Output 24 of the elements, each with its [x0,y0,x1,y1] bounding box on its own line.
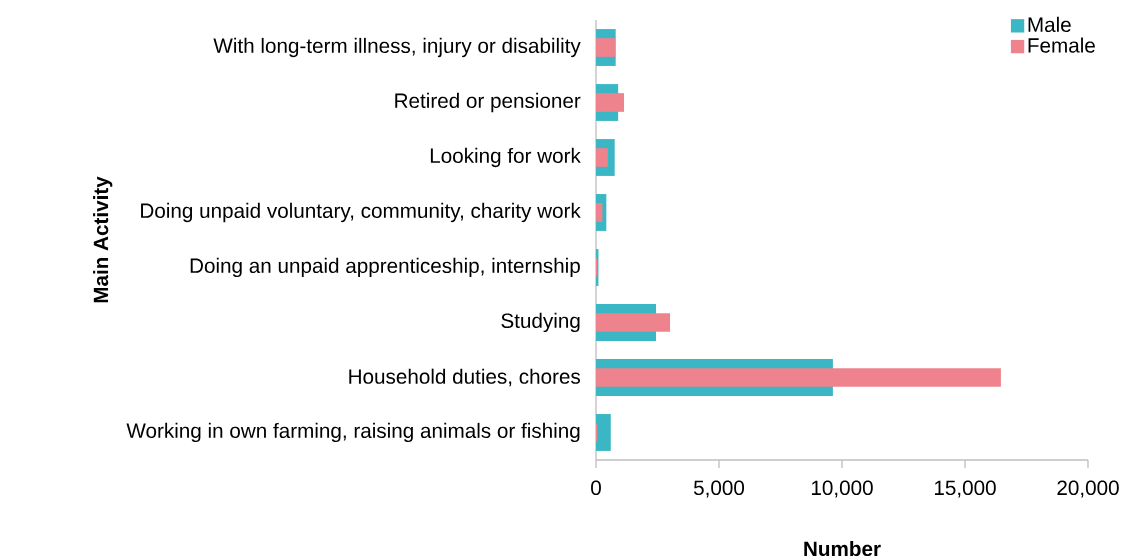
y-tick-label: Household duties, chores [349,368,581,387]
x-tick-label: 15,000 [934,480,996,498]
y-tick-label: With long-term illness, injury or disability [213,37,581,58]
legend-label: Male [1028,16,1071,32]
y-tick-label: Looking for work [430,147,581,168]
bar [596,203,603,222]
x-tick-label: 10,000 [811,480,873,498]
x-tick-label: 20,000 [1057,480,1119,498]
y-tick-label: Working in own farming, raising animals or fishing [126,422,580,443]
bar [596,414,611,451]
y-tick-label: Retired or pensioner [395,92,581,113]
y-axis-title: Main Activity [93,176,113,303]
bar [596,368,1001,387]
legend-label: Female [1028,37,1095,53]
x-axis-title: Number [804,540,881,557]
y-tick-label: Doing an unpaid apprenticeship, internship [190,257,580,278]
bar [596,93,625,112]
bar [596,148,608,167]
x-tick-label: 5,000 [693,480,745,498]
y-tick-label: Studying [501,312,580,333]
y-tick-label: Doing unpaid voluntary, community, charity work [141,202,581,223]
bar [596,313,671,332]
bar [596,38,616,57]
x-tick-label: 0 [591,480,601,496]
